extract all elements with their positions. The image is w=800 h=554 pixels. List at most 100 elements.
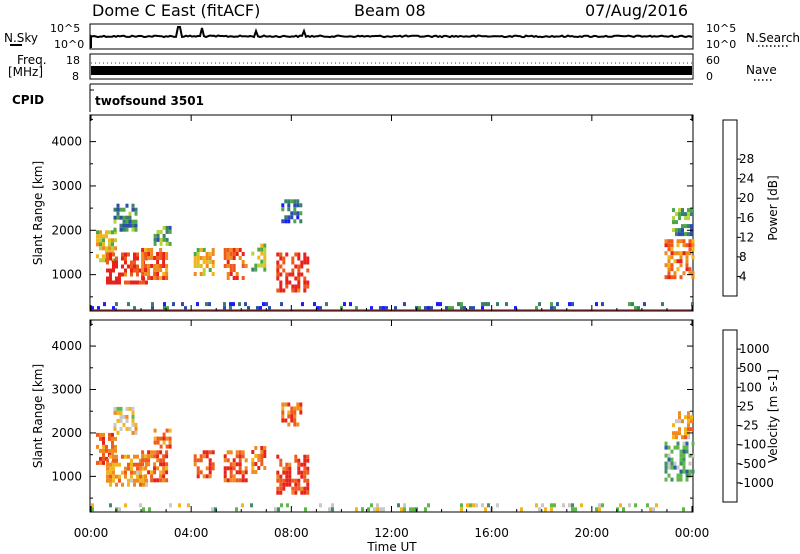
- echo-cell: [116, 211, 120, 216]
- echo-cell: [634, 503, 637, 508]
- echo-cell: [118, 272, 121, 277]
- echo-cell: [595, 302, 598, 307]
- echo-cell: [288, 466, 292, 471]
- echo-cell: [119, 227, 123, 232]
- echo-cell: [162, 432, 166, 437]
- echo-cell: [303, 474, 307, 479]
- echo-cell: [115, 280, 118, 285]
- echo-cell: [136, 478, 139, 483]
- echo-cell: [106, 252, 109, 257]
- echo-cell: [263, 263, 267, 268]
- echo-cell: [601, 302, 604, 307]
- echo-cell: [664, 469, 668, 474]
- echo-cell: [297, 478, 301, 483]
- echo-cell: [153, 440, 157, 445]
- echo-cell: [691, 239, 695, 244]
- echo-cell: [229, 462, 233, 467]
- echo-cell: [463, 306, 466, 311]
- echo-cell: [251, 458, 255, 462]
- echo-cell: [276, 272, 280, 277]
- echo-cell: [382, 507, 385, 512]
- echo-cell: [538, 507, 541, 512]
- echo-cell: [678, 411, 681, 416]
- echo-cell: [685, 477, 689, 482]
- echo-cell: [202, 256, 206, 260]
- echo-cell: [153, 237, 157, 242]
- echo-cell: [673, 275, 677, 280]
- echo-cell: [145, 482, 148, 487]
- echo-cell: [285, 284, 289, 289]
- echo-region: [193, 248, 215, 276]
- echo-cell: [162, 225, 166, 230]
- echo-cell: [672, 208, 675, 213]
- echo-cell: [122, 414, 126, 419]
- echo-cell: [102, 440, 105, 445]
- echo-cell: [112, 478, 115, 483]
- echo-cell: [691, 243, 695, 248]
- echo-cell: [514, 306, 517, 311]
- echo-cell: [678, 208, 681, 213]
- echo-cell: [97, 306, 100, 311]
- echo-cell: [111, 242, 114, 247]
- echo-cell: [134, 422, 138, 427]
- echo-cell: [685, 445, 689, 450]
- echo-cell: [115, 276, 118, 281]
- echo-cell: [153, 466, 157, 471]
- echo-cell: [664, 275, 668, 280]
- echo-cell: [96, 460, 99, 465]
- echo-cell: [124, 268, 127, 273]
- echo-cell: [675, 419, 678, 424]
- echo-cell: [682, 469, 686, 474]
- echo-cell: [196, 264, 200, 268]
- echo-cell: [285, 470, 289, 475]
- echo-cell: [409, 507, 412, 512]
- echo-cell: [105, 246, 108, 251]
- echo-cell: [168, 436, 172, 441]
- echo-cell: [670, 461, 674, 466]
- echo-cell: [598, 503, 601, 508]
- echo-cell: [281, 410, 285, 415]
- echo-cell: [199, 264, 203, 268]
- echo-cell: [232, 252, 236, 256]
- echo-cell: [124, 272, 127, 277]
- echo-cell: [127, 462, 130, 467]
- echo-cell: [664, 477, 668, 482]
- echo-cell: [108, 230, 111, 235]
- echo-cell: [672, 435, 675, 440]
- echo-cell: [672, 423, 675, 428]
- echo-cell: [679, 473, 683, 478]
- echo-cell: [681, 419, 684, 424]
- echo-cell: [229, 272, 233, 276]
- echo-cell: [199, 272, 203, 276]
- echo-cell: [121, 256, 124, 261]
- echo-cell: [679, 461, 683, 466]
- echo-cell: [130, 458, 133, 463]
- date-label: 07/Aug/2016: [585, 1, 688, 20]
- echo-cell: [144, 264, 148, 268]
- echo-region: [91, 302, 694, 311]
- echo-cell: [688, 267, 692, 272]
- echo-cell: [682, 271, 686, 276]
- echo-cell: [679, 263, 683, 268]
- echo-cell: [141, 264, 145, 268]
- echo-cell: [691, 247, 695, 252]
- echo-cell: [113, 426, 117, 431]
- echo-cell: [279, 462, 283, 467]
- colorbar-tick-label: 24: [739, 172, 754, 186]
- echo-cell: [165, 276, 169, 280]
- echo-cell: [288, 272, 292, 277]
- echo-cell: [147, 252, 151, 256]
- echo-cell: [124, 474, 127, 479]
- echo-cell: [196, 248, 200, 252]
- echo-cell: [287, 410, 291, 415]
- echo-cell: [285, 252, 289, 257]
- echo-cell: [687, 212, 690, 217]
- freq-trace-band: [91, 66, 692, 75]
- echo-cell: [136, 264, 139, 269]
- echo-cell: [121, 470, 124, 475]
- echo-cell: [130, 474, 133, 479]
- echo-cell: [667, 263, 671, 268]
- echo-cell: [316, 306, 319, 311]
- echo-cell: [133, 482, 136, 487]
- echo-cell: [159, 237, 163, 242]
